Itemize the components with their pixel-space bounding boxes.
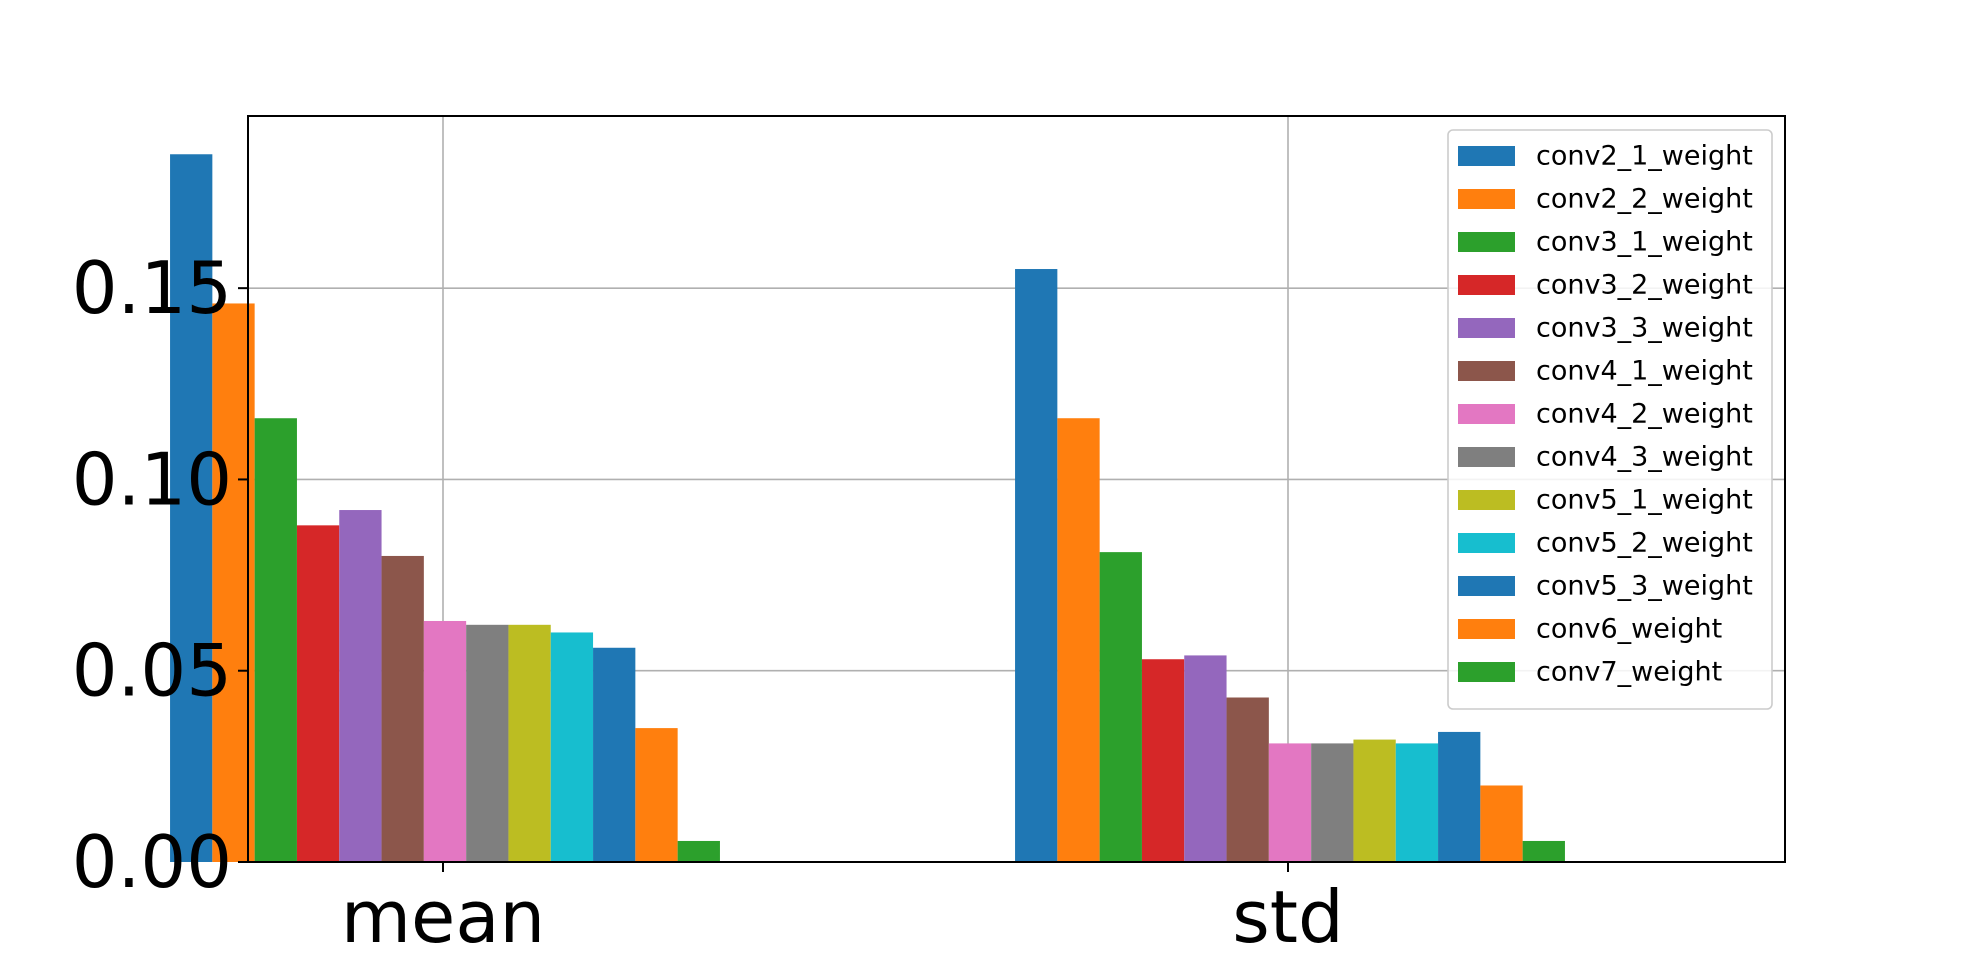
bar-conv5_2_weight-std: [1395, 743, 1439, 862]
legend-label-conv4_2_weight: conv4_2_weight: [1536, 399, 1753, 430]
bar-conv4_1_weight-mean: [381, 555, 424, 862]
bar-conv3_3_weight-std: [1184, 655, 1227, 862]
bar-conv4_2_weight-mean: [423, 620, 467, 862]
legend-swatch-conv2_2_weight: [1458, 189, 1515, 209]
legend: conv2_1_weight conv2_2_weight conv3_1_weig…: [1447, 129, 1773, 710]
legend-swatch-conv2_1_weight: [1458, 146, 1515, 166]
y-tick-label: 0.05: [72, 629, 232, 713]
y-tick-label: 0.15: [72, 246, 232, 330]
legend-swatch-conv3_2_weight: [1458, 275, 1515, 295]
bar-conv3_2_weight-std: [1141, 659, 1185, 862]
bar-conv4_1_weight-std: [1226, 697, 1269, 862]
bar-conv3_2_weight-mean: [296, 525, 340, 862]
legend-label-conv6_weight: conv6_weight: [1536, 614, 1722, 645]
bar-conv3_1_weight-mean: [254, 418, 297, 862]
legend-label-conv3_2_weight: conv3_2_weight: [1536, 270, 1753, 301]
bar-conv2_1_weight-mean: [170, 154, 213, 862]
bar-conv4_3_weight-mean: [466, 624, 509, 862]
bars: [170, 154, 1565, 862]
x-tick-label-std: std: [1232, 875, 1343, 959]
bar-conv6_weight-mean: [635, 728, 678, 862]
bar-conv3_1_weight-std: [1099, 552, 1142, 862]
legend-label-conv3_3_weight: conv3_3_weight: [1536, 313, 1753, 344]
bar-conv2_2_weight-std: [1057, 418, 1100, 862]
y-tick-label: 0.00: [72, 820, 232, 904]
axes: 0.00 0.05 0.10 0.15 mean std: [72, 115, 1786, 959]
bar-conv4_3_weight-std: [1311, 743, 1354, 862]
bar-conv5_3_weight-mean: [593, 647, 636, 862]
legend-label-conv4_1_weight: conv4_1_weight: [1536, 356, 1753, 387]
y-tick-label: 0.10: [72, 437, 232, 521]
bar-conv7_weight-std: [1522, 840, 1565, 862]
bar-conv5_1_weight-std: [1353, 739, 1396, 862]
bar-conv2_1_weight-std: [1015, 269, 1058, 862]
bar-conv3_3_weight-mean: [339, 510, 382, 862]
bar-conv6_weight-std: [1480, 785, 1523, 862]
legend-label-conv2_1_weight: conv2_1_weight: [1536, 141, 1753, 172]
legend-label-conv2_2_weight: conv2_2_weight: [1536, 184, 1753, 215]
legend-swatch-conv5_1_weight: [1458, 490, 1515, 510]
legend-label-conv5_1_weight: conv5_1_weight: [1536, 485, 1753, 516]
bar-conv5_2_weight-mean: [550, 632, 594, 862]
legend-label-conv3_1_weight: conv3_1_weight: [1536, 227, 1753, 258]
legend-swatch-conv4_3_weight: [1458, 447, 1515, 467]
bar-conv5_3_weight-std: [1438, 731, 1481, 862]
legend-box: [1447, 129, 1773, 710]
bar-conv7_weight-mean: [677, 840, 720, 862]
plot-frame: [247, 115, 1786, 863]
legend-swatch-conv6_weight: [1458, 619, 1515, 639]
legend-label-conv5_2_weight: conv5_2_weight: [1536, 528, 1753, 559]
bar-conv4_2_weight-std: [1268, 743, 1312, 862]
legend-swatch-conv5_3_weight: [1458, 576, 1515, 596]
legend-swatch-conv4_2_weight: [1458, 404, 1515, 424]
legend-swatch-conv3_3_weight: [1458, 318, 1515, 338]
legend-label-conv7_weight: conv7_weight: [1536, 657, 1722, 688]
legend-swatch-conv4_1_weight: [1458, 361, 1515, 381]
legend-label-conv4_3_weight: conv4_3_weight: [1536, 442, 1753, 473]
bar-conv5_1_weight-mean: [508, 624, 551, 862]
legend-swatch-conv7_weight: [1458, 662, 1515, 682]
legend-swatch-conv5_2_weight: [1458, 533, 1515, 553]
legend-label-conv5_3_weight: conv5_3_weight: [1536, 571, 1753, 602]
x-tick-label-mean: mean: [341, 875, 545, 959]
legend-swatch-conv3_1_weight: [1458, 232, 1515, 252]
